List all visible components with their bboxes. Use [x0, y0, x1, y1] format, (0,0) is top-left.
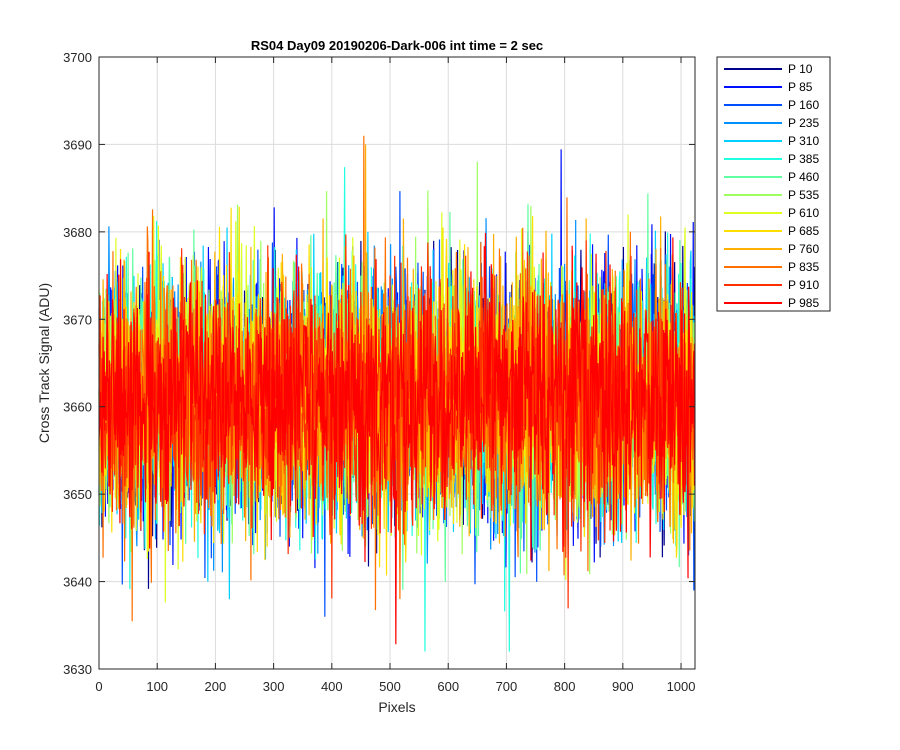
legend-label: P 610 [788, 206, 819, 220]
x-axis-label: Pixels [378, 699, 415, 715]
x-tick-label: 200 [205, 679, 227, 694]
axis-ticks: 0 100 200 300 400 500 600 700 800 900 1000 3630 3640… [63, 50, 695, 694]
legend-label: P 310 [788, 134, 819, 148]
x-tick-label: 0 [95, 679, 102, 694]
series-lines [98, 135, 696, 652]
y-tick-label: 3650 [63, 487, 92, 502]
legend-label: P 985 [788, 296, 819, 310]
legend-label: P 760 [788, 242, 819, 256]
x-tick-label: 700 [496, 679, 518, 694]
legend-label: P 910 [788, 278, 819, 292]
x-tick-label: 800 [554, 679, 576, 694]
x-tick-label: 600 [437, 679, 459, 694]
y-tick-label: 3660 [63, 400, 92, 415]
y-tick-label: 3630 [63, 662, 92, 677]
legend-label: P 160 [788, 98, 819, 112]
y-tick-label: 3640 [63, 575, 92, 590]
y-axis-label: Cross Track Signal (ADU) [36, 283, 52, 443]
plot-frame [98, 56, 696, 670]
x-tick-label: 100 [146, 679, 168, 694]
legend-label: P 10 [788, 62, 813, 76]
x-tick-label: 300 [263, 679, 285, 694]
legend-label: P 835 [788, 260, 819, 274]
legend-label: P 535 [788, 188, 819, 202]
x-tick-label: 400 [321, 679, 343, 694]
y-tick-label: 3680 [63, 225, 92, 240]
legend-label: P 235 [788, 116, 819, 130]
x-tick-label: 500 [379, 679, 401, 694]
legend-label: P 85 [788, 80, 813, 94]
legend-label: P 385 [788, 152, 819, 166]
y-tick-label: 3670 [63, 312, 92, 327]
chart-title: RS04 Day09 20190206-Dark-006 int time = … [251, 38, 543, 53]
y-tick-label: 3690 [63, 137, 92, 152]
legend-label: P 460 [788, 170, 819, 184]
legend-box [716, 56, 831, 312]
x-tick-label: 1000 [667, 679, 696, 694]
series-line-p985 [98, 232, 696, 645]
legend-label: P 685 [788, 224, 819, 238]
x-tick-label: 900 [612, 679, 634, 694]
y-tick-label: 3700 [63, 50, 92, 65]
legend: P 10 P 85 P 160 P 235 P 310 P 385 P 460 P 535 P … [716, 56, 831, 312]
